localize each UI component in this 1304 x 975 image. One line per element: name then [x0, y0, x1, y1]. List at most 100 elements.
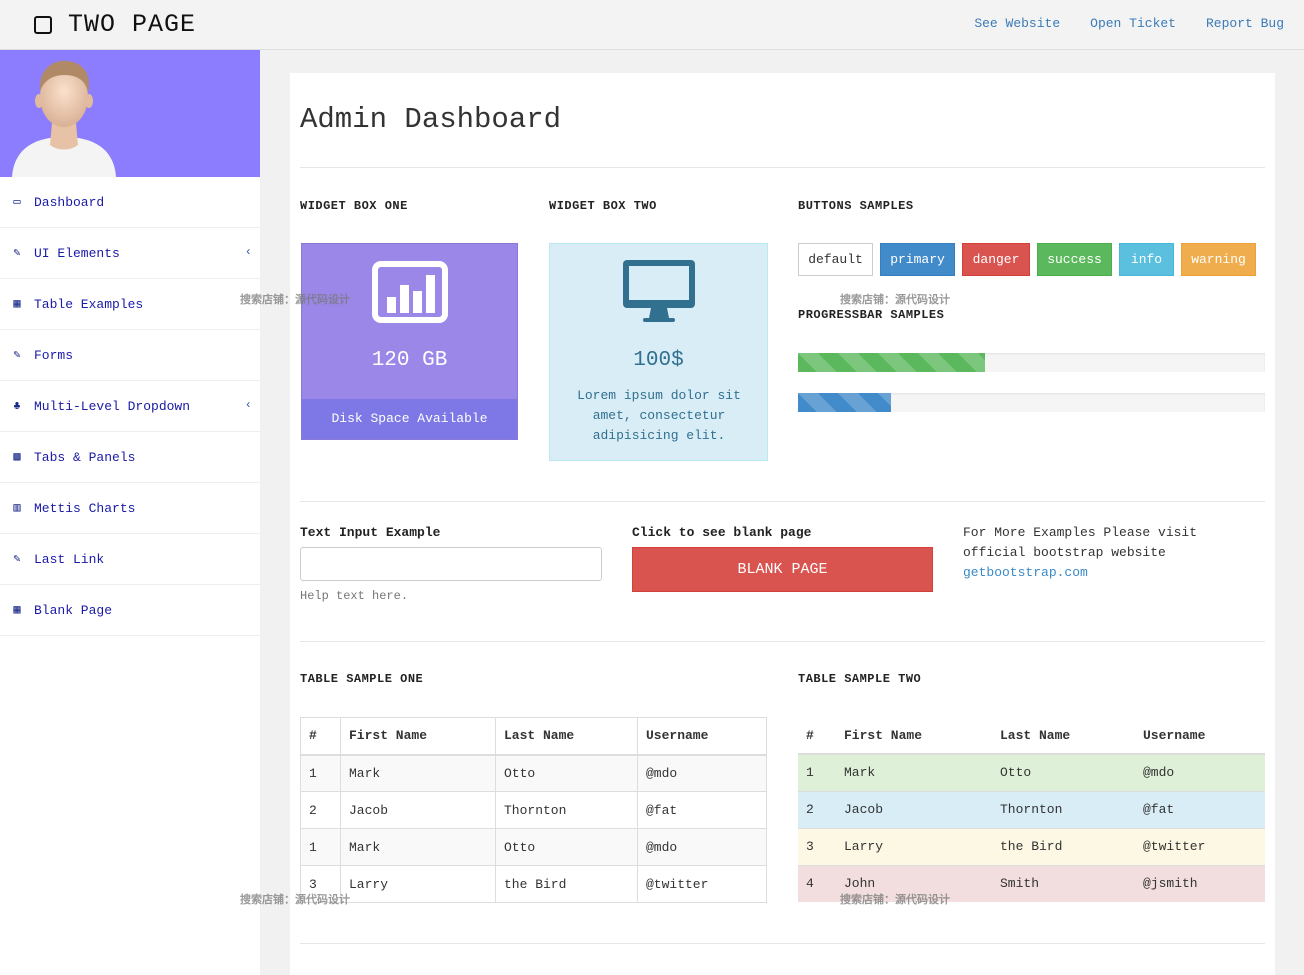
table-cell: Thornton [992, 790, 1135, 828]
desktop-icon: ▭ [13, 195, 21, 209]
sidebar-item-label: Table Examples [34, 296, 144, 312]
table-cell: Otto [992, 753, 1135, 791]
table-cell: @fat [637, 791, 767, 829]
text-input[interactable] [300, 547, 602, 581]
more-examples-text: For More Examples Please visit official … [963, 523, 1263, 583]
getbootstrap-link[interactable]: getbootstrap.com [963, 565, 1088, 580]
text-input-label: Text Input Example [300, 525, 441, 540]
table-cell: 1 [300, 828, 341, 866]
table-row: 3 Larry the Bird @twitter [300, 865, 767, 903]
sidebar-item-label: Multi-Level Dropdown [34, 398, 191, 414]
divider [300, 501, 1265, 502]
table-row: 3 Larry the Bird @twitter [798, 827, 1265, 865]
warning-button[interactable]: warning [1181, 243, 1256, 276]
table-cell: @twitter [637, 865, 767, 903]
primary-button[interactable]: primary [880, 243, 955, 276]
edit-icon: ✎ [13, 246, 21, 260]
table-cell: Mark [340, 828, 496, 866]
table-cell: 3 [798, 827, 836, 865]
table-row: 4 John Smith @jsmith [798, 864, 1265, 902]
table-cell: Mark [836, 753, 992, 791]
table-cell: Otto [495, 754, 638, 792]
blank-page-label: Click to see blank page [632, 525, 812, 540]
sidebar-item-mettis-charts[interactable]: ▥ Mettis Charts [0, 483, 260, 534]
sidebar-item-label: Last Link [34, 551, 105, 567]
table-icon: ▦ [13, 297, 21, 311]
table-header-row: # First Name Last Name Username [798, 717, 1265, 755]
sidebar-item-dashboard[interactable]: ▭ Dashboard [0, 177, 260, 228]
success-button[interactable]: success [1037, 243, 1112, 276]
column-header: Last Name [992, 717, 1135, 755]
table-cell: Smith [992, 864, 1135, 902]
column-header: Username [637, 717, 767, 756]
sidebar-item-label: Blank Page [34, 602, 113, 618]
table-sample-two: # First Name Last Name Username 1 Mark Ott… [798, 717, 1265, 902]
column-header: # [798, 717, 836, 755]
table-cell: @fat [1135, 790, 1265, 828]
user-avatar [12, 60, 116, 177]
sidebar-item-label: Forms [34, 347, 74, 363]
progress-fill [798, 393, 892, 412]
table-row: 1 Mark Otto @mdo [300, 828, 767, 866]
table-sample-one: # First Name Last Name Username 1 Mark Ott… [300, 717, 767, 903]
page-title: Admin Dashboard [300, 103, 562, 136]
divider [300, 167, 1265, 168]
table-cell: Jacob [340, 791, 496, 829]
edit-icon: ✎ [13, 348, 21, 362]
report-bug-link[interactable]: Report Bug [1205, 16, 1284, 31]
open-ticket-link[interactable]: Open Ticket [1090, 16, 1176, 31]
default-button[interactable]: default [798, 243, 873, 276]
widget-two-text: Lorem ipsum dolor sit amet, consectetur … [577, 388, 741, 443]
sidebar: ▭ Dashboard ✎ UI Elements ‹ ▦ Table Examples ✎ F… [0, 50, 260, 975]
watermark: 搜索店铺：源代码设计 [840, 893, 950, 906]
table-icon: ▦ [13, 603, 21, 617]
sidebar-item-multi-level-dropdown[interactable]: ♣ Multi-Level Dropdown ‹ [0, 381, 260, 432]
widget-one-heading: WIDGET BOX ONE [300, 199, 408, 213]
table-one-heading: TABLE SAMPLE ONE [300, 672, 424, 686]
table-cell: John [836, 864, 992, 902]
widget-two-heading: WIDGET BOX TWO [549, 199, 657, 213]
chevron-left-icon: ‹ [244, 398, 252, 412]
sidebar-item-tabs-panels[interactable]: ▩ Tabs & Panels [0, 432, 260, 483]
table-cell: the Bird [495, 865, 638, 903]
sidebar-nav: ▭ Dashboard ✎ UI Elements ‹ ▦ Table Examples ✎ F… [0, 177, 260, 636]
brand[interactable]: TWO PAGE [34, 10, 196, 39]
table-cell: Jacob [836, 790, 992, 828]
sidebar-item-last-link[interactable]: ✎ Last Link [0, 534, 260, 585]
blank-page-button[interactable]: BLANK PAGE [632, 547, 933, 592]
table-row: 1 Mark Otto @mdo [798, 753, 1265, 791]
sidebar-item-ui-elements[interactable]: ✎ UI Elements ‹ [0, 228, 260, 279]
column-header: # [300, 717, 341, 756]
table-cell: @twitter [1135, 827, 1265, 865]
table-cell: @mdo [1135, 753, 1265, 791]
divider [300, 641, 1265, 642]
button-samples: default primary danger success info warn… [798, 243, 1256, 276]
see-website-link[interactable]: See Website [974, 16, 1061, 31]
progress-bar-success [798, 353, 1265, 372]
sidebar-item-blank-page[interactable]: ▦ Blank Page [0, 585, 260, 636]
brand-title: TWO PAGE [68, 10, 197, 39]
divider [300, 943, 1265, 944]
qrcode-icon: ▩ [13, 450, 21, 464]
help-text: Help text here. [300, 589, 409, 603]
info-button[interactable]: info [1119, 243, 1174, 276]
table-cell: 1 [798, 753, 836, 791]
table-row: 1 Mark Otto @mdo [300, 754, 767, 792]
more-examples-label: For More Examples Please visit official … [963, 525, 1198, 560]
widget-box-one: 120 GB Disk Space Available [301, 243, 518, 440]
main-panel: Admin Dashboard WIDGET BOX ONE WIDGET BO… [290, 73, 1275, 975]
sidebar-item-forms[interactable]: ✎ Forms [0, 330, 260, 381]
table-cell: @mdo [637, 828, 767, 866]
danger-button[interactable]: danger [962, 243, 1030, 276]
table-cell: Larry [340, 865, 496, 903]
column-header: First Name [340, 717, 496, 756]
profile-header [0, 50, 260, 177]
chevron-left-icon: ‹ [244, 245, 252, 259]
column-header: Last Name [495, 717, 638, 756]
sidebar-item-label: UI Elements [34, 245, 120, 261]
sidebar-item-table-examples[interactable]: ▦ Table Examples [0, 279, 260, 330]
sidebar-item-label: Tabs & Panels [34, 449, 136, 465]
table-cell: Mark [340, 754, 496, 792]
sidebar-item-label: Mettis Charts [34, 500, 136, 516]
widget-two-value: 100$ [633, 349, 684, 372]
